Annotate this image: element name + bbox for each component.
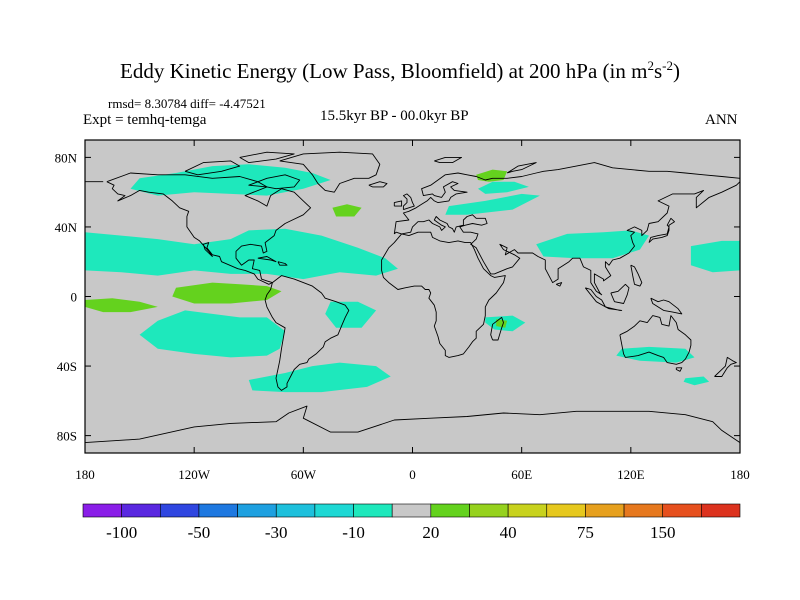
- y-tick-label-0: 80N: [55, 150, 78, 165]
- colorbar-swatch-10: [469, 503, 509, 518]
- anomaly-region-5: [445, 193, 540, 215]
- coastline-15: [714, 356, 737, 377]
- x-tick-label-0: 180: [75, 467, 95, 482]
- coastline-10: [84, 405, 741, 444]
- colorbar-label-7: 150: [650, 523, 676, 542]
- colorbar-swatch-12: [546, 503, 586, 518]
- coastline-1: [264, 275, 350, 391]
- coastline-5: [393, 181, 741, 296]
- colorbar-swatch-0: [82, 503, 122, 518]
- anomaly-regions: [85, 164, 740, 393]
- anomaly-region-16: [496, 319, 508, 328]
- colorbar-swatch-15: [662, 503, 702, 518]
- coastline-11: [402, 193, 415, 211]
- coastline-3: [393, 162, 741, 234]
- colorbar-swatch-5: [275, 503, 316, 518]
- x-tick-label-2: 60W: [291, 467, 317, 482]
- colorbar-swatch-11: [507, 503, 548, 518]
- colorbar: -100 -50 -30 -10 20 40 75 150: [82, 503, 741, 542]
- colorbar-label-4: 20: [422, 523, 439, 542]
- coastline-24: [184, 160, 241, 176]
- coastline-7: [490, 316, 504, 341]
- coastline-13: [368, 181, 388, 188]
- x-axis-ticks: 180 120W 60W 0 60E 120E 180: [75, 140, 750, 482]
- colorbar-swatch-14: [623, 503, 664, 518]
- colorbar-swatch-4: [237, 503, 277, 518]
- anomaly-region-11: [683, 376, 710, 386]
- anomaly-region-7: [536, 230, 649, 259]
- x-tick-label-4: 60E: [511, 467, 532, 482]
- coastline-9: [675, 367, 683, 372]
- colorbar-swatch-7: [353, 503, 393, 518]
- coastline-0: [106, 172, 312, 285]
- anomaly-region-2: [139, 310, 286, 358]
- x-tick-label-3: 0: [409, 467, 416, 482]
- coastline-22: [277, 261, 288, 266]
- coastline-26: [506, 162, 537, 174]
- anomaly-region-8: [690, 240, 740, 273]
- coastline-17: [605, 306, 623, 311]
- x-tick-label-5: 120E: [617, 467, 645, 482]
- y-tick-label-3: 40S: [57, 359, 77, 374]
- colorbar-swatch-13: [585, 503, 625, 518]
- colorbar-swatch-3: [198, 503, 238, 518]
- colorbar-label-1: -50: [188, 523, 211, 542]
- coastline-21: [257, 256, 277, 263]
- colorbar-label-2: -30: [265, 523, 288, 542]
- coastline-6: [381, 231, 506, 358]
- y-tick-label-2: 0: [71, 290, 78, 305]
- colorbar-swatch-16: [701, 503, 741, 518]
- season-label: ANN: [705, 112, 738, 128]
- anomaly-region-12: [85, 298, 158, 313]
- colorbar-swatch-6: [314, 503, 354, 518]
- anomaly-region-6: [478, 181, 529, 194]
- colorbar-swatch-8: [391, 503, 432, 518]
- colorbar-swatch-1: [121, 503, 161, 518]
- experiment-label: Expt = temhq-temga: [83, 112, 207, 128]
- colorbar-label-5: 40: [500, 523, 517, 542]
- coastline-16: [584, 287, 606, 308]
- anomaly-region-1: [130, 164, 331, 196]
- y-axis-ticks: 80N 40N 0 40S 80S: [55, 150, 740, 444]
- x-tick-label-1: 120W: [178, 467, 211, 482]
- coastline-20: [630, 264, 643, 287]
- coastline-28: [556, 282, 563, 287]
- colorbar-label-0: -100: [106, 523, 137, 542]
- anomaly-region-13: [172, 282, 282, 304]
- coastline-19: [650, 297, 683, 315]
- coastline-2: [279, 151, 381, 193]
- coastline-27: [434, 156, 463, 164]
- coastline-18: [610, 283, 630, 304]
- anomaly-region-4: [325, 301, 377, 328]
- period-label: 15.5kyr BP - 00.0kyr BP: [320, 108, 469, 124]
- x-tick-label-6: 180: [730, 467, 750, 482]
- y-tick-label-4: 80S: [57, 429, 77, 444]
- y-tick-label-1: 40N: [55, 220, 78, 235]
- coastlines: [84, 151, 741, 444]
- colorbar-label-6: 75: [577, 523, 594, 542]
- rmsd-diff-stats: rmsd= 8.30784 diff= -4.47521: [108, 96, 266, 111]
- anomaly-region-3: [248, 362, 391, 393]
- colorbar-label-3: -10: [342, 523, 365, 542]
- chart-title: Eddy Kinetic Energy (Low Pass, Bloomfiel…: [120, 58, 680, 83]
- coastline-25: [239, 151, 295, 164]
- colorbar-swatch-9: [430, 503, 470, 518]
- coastline-14: [648, 217, 675, 243]
- coastline-8: [619, 315, 692, 365]
- coastline-12: [393, 200, 403, 207]
- coastline-23: [248, 174, 301, 190]
- anomaly-region-0: [85, 228, 398, 280]
- anomaly-region-14: [332, 204, 362, 217]
- colorbar-swatch-2: [159, 503, 200, 518]
